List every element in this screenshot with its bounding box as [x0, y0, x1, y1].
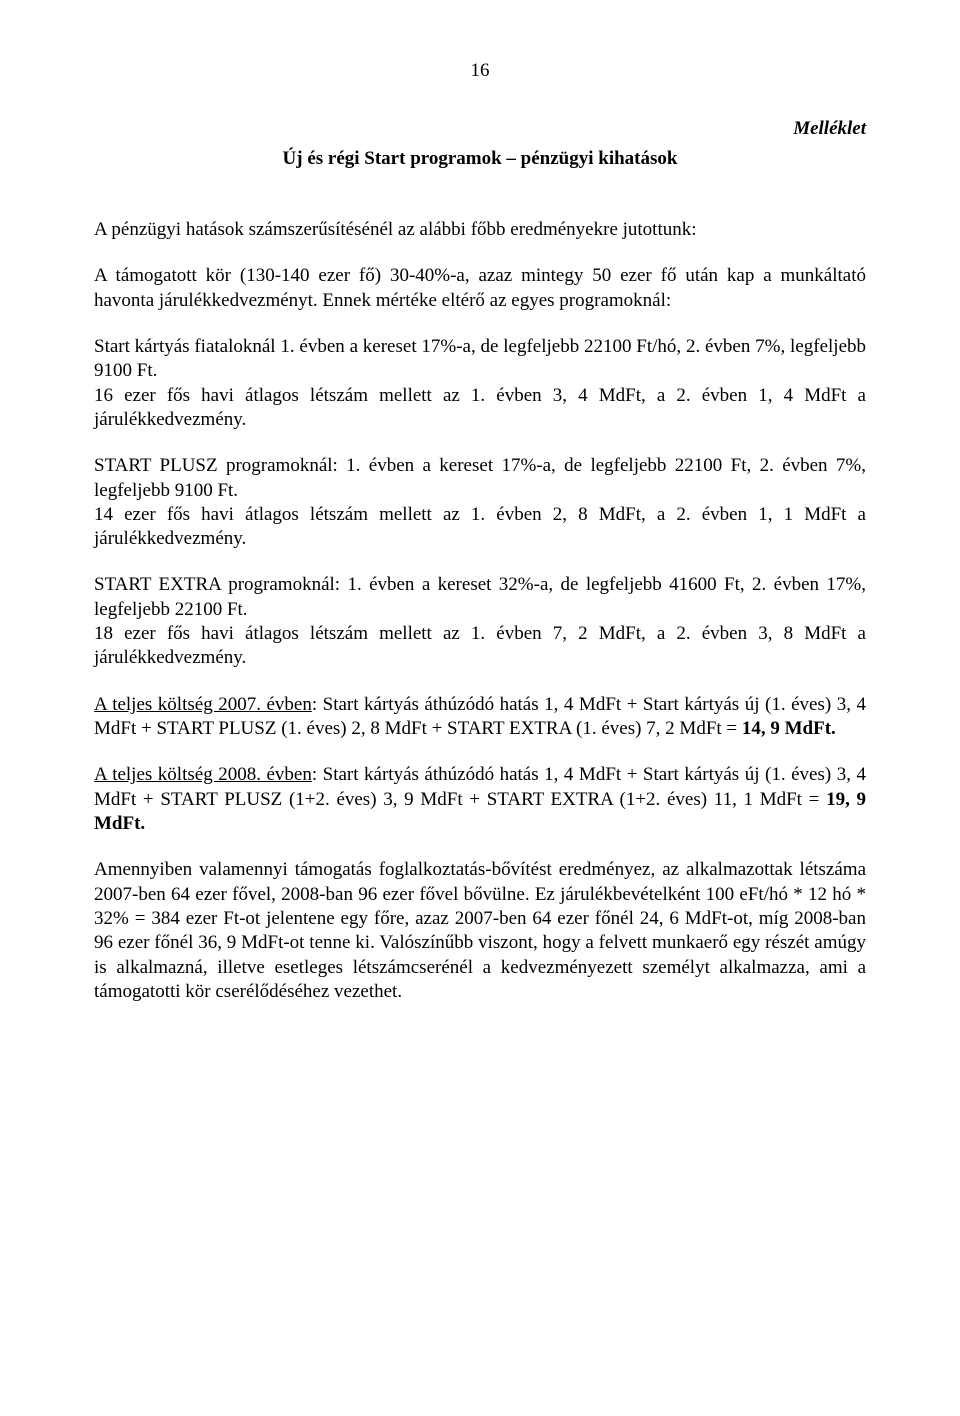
paragraph-5: A teljes költség 2007. évben: Start kárt… [94, 693, 866, 742]
paragraph-4b-text: 18 ezer fős havi átlagos létszám mellett… [94, 623, 866, 668]
paragraph-2b-text: 16 ezer fős havi átlagos létszám mellett… [94, 385, 866, 430]
paragraph-5-bold: 14, 9 MdFt. [742, 718, 836, 739]
paragraph-2-text: Start kártyás fiataloknál 1. évben a ker… [94, 336, 866, 381]
paragraph-4: START EXTRA programoknál: 1. évben a ker… [94, 573, 866, 670]
paragraph-7: Amennyiben valamennyi támogatás foglalko… [94, 858, 866, 1004]
page-number: 16 [94, 60, 866, 82]
paragraph-2: Start kártyás fiataloknál 1. évben a ker… [94, 335, 866, 432]
document-subtitle: Új és régi Start programok – pénzügyi ki… [94, 148, 866, 170]
paragraph-intro: A pénzügyi hatások számszerűsítésénél az… [94, 218, 866, 242]
paragraph-6: A teljes költség 2008. évben: Start kárt… [94, 763, 866, 836]
paragraph-6-underline: A teljes költség 2008. évben [94, 764, 312, 785]
paragraph-5-underline: A teljes költség 2007. évben [94, 694, 312, 715]
appendix-label: Melléklet [94, 118, 866, 140]
paragraph-3-text: START PLUSZ programoknál: 1. évben a ker… [94, 455, 866, 500]
document-page: 16 Melléklet Új és régi Start programok … [0, 0, 960, 1086]
paragraph-3: START PLUSZ programoknál: 1. évben a ker… [94, 454, 866, 551]
paragraph-1: A támogatott kör (130-140 ezer fő) 30-40… [94, 264, 866, 313]
paragraph-4-text: START EXTRA programoknál: 1. évben a ker… [94, 574, 866, 619]
paragraph-3b-text: 14 ezer fős havi átlagos létszám mellett… [94, 504, 866, 549]
